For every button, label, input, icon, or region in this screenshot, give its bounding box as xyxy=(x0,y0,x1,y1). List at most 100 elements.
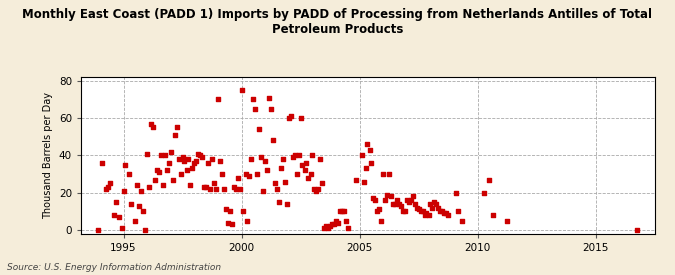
Point xyxy=(423,213,434,217)
Point xyxy=(311,189,322,193)
Point xyxy=(374,207,385,212)
Point xyxy=(236,88,247,92)
Point xyxy=(179,159,190,163)
Point xyxy=(331,218,342,223)
Point xyxy=(124,172,135,176)
Point xyxy=(97,161,107,165)
Point xyxy=(211,187,221,191)
Point xyxy=(290,153,300,158)
Point xyxy=(199,185,210,189)
Point xyxy=(356,153,367,158)
Y-axis label: Thousand Barrels per Day: Thousand Barrels per Day xyxy=(43,92,53,219)
Point xyxy=(333,220,344,225)
Point xyxy=(429,200,440,204)
Point xyxy=(303,175,314,180)
Point xyxy=(443,213,454,217)
Point xyxy=(406,198,416,202)
Point xyxy=(148,125,159,130)
Point xyxy=(134,204,144,208)
Point xyxy=(488,213,499,217)
Point xyxy=(232,175,243,180)
Point xyxy=(240,172,251,176)
Point xyxy=(277,157,288,161)
Point xyxy=(387,202,398,206)
Point xyxy=(291,172,302,176)
Point xyxy=(329,222,340,227)
Point xyxy=(155,153,166,158)
Point xyxy=(301,161,312,165)
Point xyxy=(213,97,223,101)
Point xyxy=(108,213,119,217)
Point xyxy=(338,209,349,214)
Point xyxy=(173,157,184,161)
Point xyxy=(425,202,436,206)
Point xyxy=(200,185,211,189)
Point xyxy=(167,177,178,182)
Point xyxy=(370,198,381,202)
Point xyxy=(118,189,129,193)
Point xyxy=(323,226,333,230)
Point xyxy=(217,172,227,176)
Point xyxy=(226,222,237,227)
Point xyxy=(234,187,245,191)
Point xyxy=(110,200,121,204)
Point xyxy=(142,151,153,156)
Point xyxy=(185,183,196,188)
Point xyxy=(161,168,172,172)
Point xyxy=(181,168,192,172)
Point xyxy=(177,155,188,160)
Point xyxy=(435,209,446,214)
Point xyxy=(248,97,259,101)
Point xyxy=(130,218,140,223)
Point xyxy=(152,168,163,172)
Point xyxy=(228,185,239,189)
Point xyxy=(396,204,406,208)
Point xyxy=(342,226,353,230)
Point xyxy=(299,168,310,172)
Point xyxy=(362,142,373,146)
Point xyxy=(273,200,284,204)
Point xyxy=(484,177,495,182)
Point xyxy=(392,198,402,202)
Point xyxy=(138,209,148,214)
Point xyxy=(380,198,391,202)
Text: Source: U.S. Energy Information Administration: Source: U.S. Energy Information Administ… xyxy=(7,263,221,272)
Point xyxy=(368,196,379,200)
Point xyxy=(350,177,361,182)
Point xyxy=(189,161,200,165)
Point xyxy=(223,220,234,225)
Point xyxy=(279,179,290,184)
Point xyxy=(419,213,430,217)
Point xyxy=(132,183,142,188)
Point xyxy=(327,222,338,227)
Point xyxy=(398,209,408,214)
Point xyxy=(183,157,194,161)
Point xyxy=(215,159,225,163)
Point xyxy=(404,200,414,204)
Point xyxy=(453,209,464,214)
Text: Monthly East Coast (PADD 1) Imports by PADD of Processing from Netherlands Antil: Monthly East Coast (PADD 1) Imports by P… xyxy=(22,8,653,36)
Point xyxy=(402,198,412,202)
Point xyxy=(441,211,452,215)
Point xyxy=(337,209,348,214)
Point xyxy=(171,125,182,130)
Point xyxy=(140,228,151,232)
Point xyxy=(317,181,327,186)
Point xyxy=(230,187,241,191)
Point xyxy=(256,155,267,160)
Point xyxy=(417,209,428,214)
Point xyxy=(220,207,231,212)
Point xyxy=(153,170,164,174)
Point xyxy=(309,187,320,191)
Point xyxy=(270,181,281,186)
Point xyxy=(202,161,213,165)
Point xyxy=(294,153,304,158)
Point xyxy=(101,187,111,191)
Point xyxy=(409,202,420,206)
Point xyxy=(389,202,400,206)
Point xyxy=(427,205,437,210)
Point xyxy=(169,133,180,137)
Point xyxy=(284,116,294,120)
Point xyxy=(383,172,394,176)
Point xyxy=(126,202,137,206)
